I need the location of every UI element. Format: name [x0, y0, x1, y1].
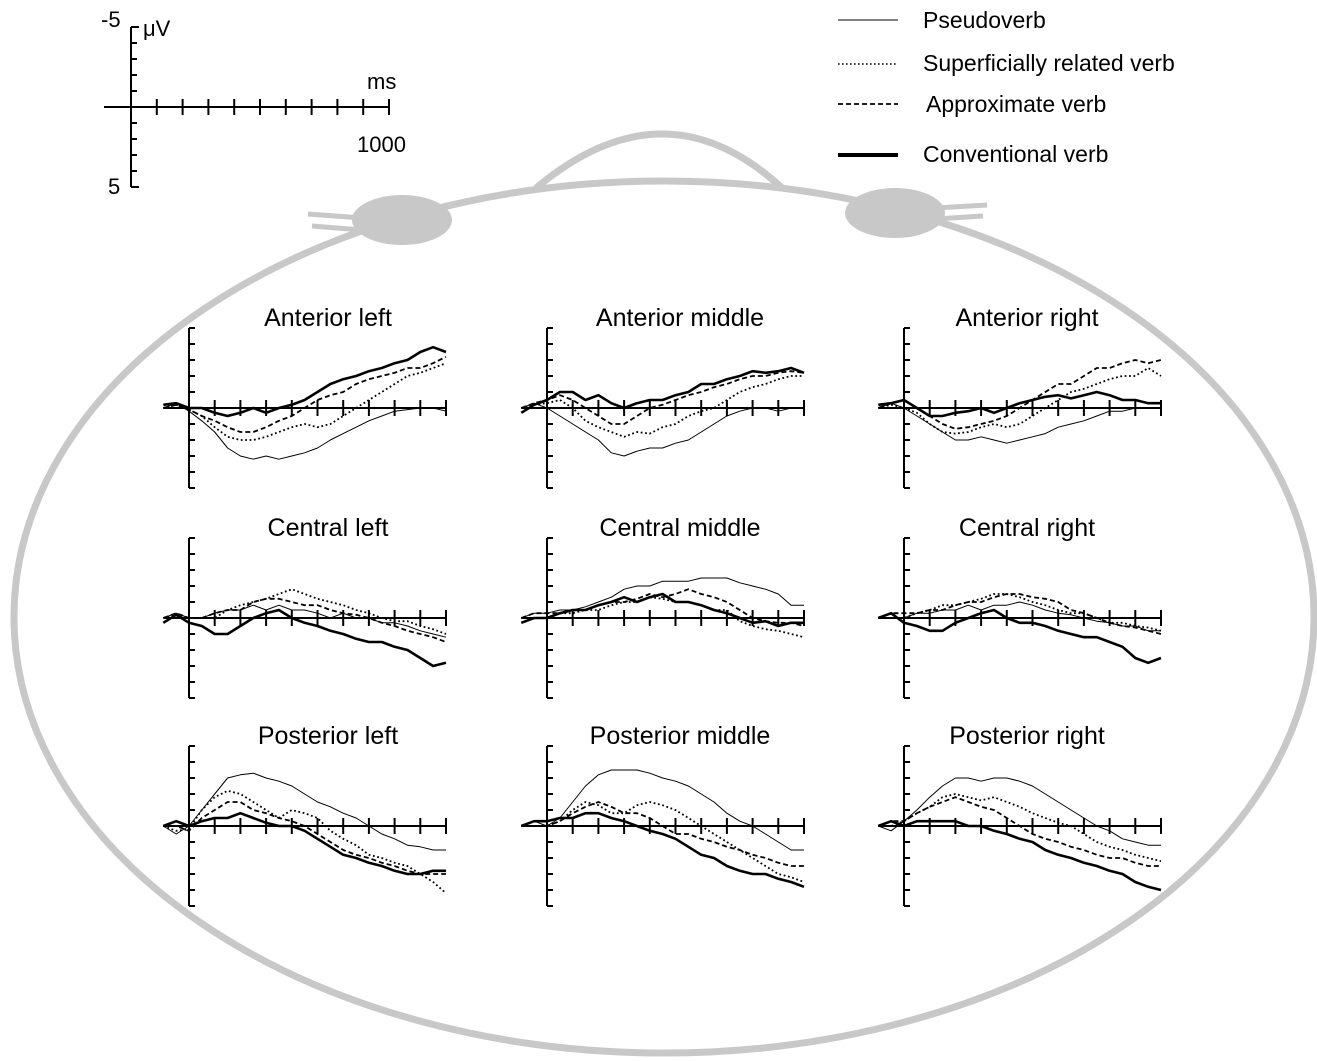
series-superficially-related-verb	[878, 593, 1162, 632]
series-conventional-verb	[877, 608, 1162, 665]
head-outline	[10, 130, 1317, 1057]
series-superficially-related-verb	[878, 367, 1162, 435]
legend-label-conventional: Conventional verb	[923, 141, 1108, 167]
series-approximate-verb	[163, 355, 447, 433]
series-conventional-verb	[163, 345, 447, 418]
legend-label-pseudoverb: Pseudoverb	[923, 7, 1046, 33]
legend-label-approximate: Approximate verb	[926, 91, 1106, 117]
panel-title-posterior-left: Posterior left	[258, 722, 398, 750]
panel-title-anterior-middle: Anterior middle	[596, 304, 764, 332]
series-pseudoverb	[163, 772, 446, 851]
panel-title-central-middle: Central middle	[599, 514, 760, 542]
series-conventional-verb	[877, 819, 1162, 892]
panel-title-posterior-right: Posterior right	[949, 722, 1105, 750]
scale-y-bottom-label: 5	[108, 174, 120, 199]
series-conventional-verb	[162, 608, 447, 668]
series-conventional-verb	[878, 390, 1161, 418]
scale-unit-label: μV	[143, 16, 171, 41]
panel-central-right: Central right	[877, 514, 1162, 699]
panel-anterior-left: Anterior left	[163, 304, 447, 489]
series-pseudoverb	[878, 402, 1161, 444]
series-conventional-verb	[520, 366, 805, 414]
series-conventional-verb	[162, 811, 446, 876]
series-superficially-related-verb	[163, 362, 447, 441]
series-pseudoverb	[163, 402, 447, 460]
series-superficially-related-verb	[163, 588, 447, 635]
scale-x-end-label: 1000	[357, 132, 406, 157]
series-superficially-related-verb	[521, 375, 804, 438]
series-pseudoverb	[521, 769, 804, 851]
series-approximate-verb	[162, 597, 447, 643]
head-nose	[533, 130, 785, 191]
panel-title-anterior-left: Anterior left	[264, 304, 392, 332]
panel-title-central-right: Central right	[959, 514, 1095, 542]
head-ellipse	[10, 177, 1317, 1057]
panel-central-left: Central left	[162, 514, 447, 699]
panel-posterior-middle: Posterior middle	[520, 722, 805, 907]
panels: Anterior left Anterior middle Anterior rig…	[162, 304, 1162, 907]
panel-anterior-right: Anterior right	[877, 304, 1162, 489]
legend: Pseudoverb Superficially related verb Ap…	[838, 7, 1175, 167]
panel-posterior-left: Posterior left	[162, 722, 447, 907]
series-approximate-verb	[521, 801, 804, 867]
series-conventional-verb	[520, 592, 804, 628]
panel-anterior-middle: Anterior middle	[520, 304, 805, 489]
scale-x-unit-label: ms	[367, 69, 396, 94]
series-approximate-verb	[877, 593, 1162, 635]
scale-y-top-label: -5	[101, 7, 121, 32]
right-ear	[845, 188, 988, 238]
series-superficially-related-verb	[878, 793, 1162, 863]
series-pseudoverb	[878, 777, 1161, 846]
legend-label-superficially-related: Superficially related verb	[923, 50, 1175, 76]
panel-axes-central-middle	[521, 537, 805, 699]
panel-axes-central-right	[878, 537, 1162, 699]
panel-title-posterior-middle: Posterior middle	[590, 722, 771, 750]
series-approximate-verb	[520, 370, 805, 425]
series-pseudoverb	[521, 402, 804, 457]
series-superficially-related-verb	[162, 789, 447, 894]
series-conventional-verb	[520, 811, 805, 889]
series-approximate-verb	[163, 801, 446, 875]
series-superficially-related-verb	[521, 801, 805, 883]
panel-central-middle: Central middle	[520, 514, 805, 699]
panel-posterior-right: Posterior right	[877, 722, 1162, 907]
series-approximate-verb	[877, 796, 1161, 867]
panel-title-central-left: Central left	[268, 514, 389, 542]
scale-bar	[104, 26, 390, 188]
left-ear	[307, 195, 452, 245]
panel-axes-central-left	[163, 537, 447, 699]
panel-title-anterior-right: Anterior right	[955, 304, 1098, 332]
